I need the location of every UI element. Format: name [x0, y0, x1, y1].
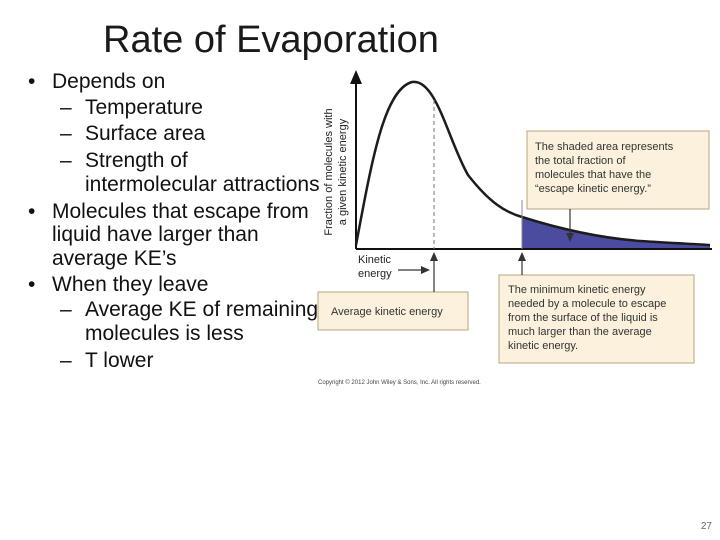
- callout-minimum-line-1: The minimum kinetic energy: [508, 284, 646, 296]
- callout-minimum-pointer-arrowhead: [518, 252, 526, 261]
- copyright-text: Copyright © 2012 John Wiley & Sons, Inc.…: [318, 379, 481, 386]
- sub-bullet-intermolecular: Strength of intermolecular attractions: [22, 149, 322, 196]
- callout-shaded-pointer-arrowhead: [566, 233, 574, 242]
- page-number: 27: [700, 521, 712, 532]
- callout-shaded-line-4: “escape kinetic energy.”: [535, 183, 651, 195]
- callout-minimum-line-4: much larger than the average: [508, 326, 652, 338]
- y-axis-arrow: [350, 70, 362, 84]
- callout-minimum-text: The minimum kinetic energy needed by a m…: [508, 284, 666, 352]
- bullet-when-they-leave: When they leave: [22, 273, 322, 297]
- x-axis-label-line1: Kinetic: [358, 254, 392, 266]
- callout-minimum-line-5: kinetic energy.: [508, 340, 578, 352]
- callout-minimum-box: [498, 274, 695, 364]
- y-axis-label-line2: a given kinetic energy: [337, 118, 349, 225]
- bullet-molecules-escape: Molecules that escape from liquid have l…: [22, 200, 322, 271]
- callout-shaded-line-1: The shaded area represents: [535, 141, 674, 153]
- bullet-list: Depends on Temperature Surface area Stre…: [22, 70, 322, 376]
- distribution-curve: [354, 80, 711, 247]
- callout-shaded-line-3: molecules that have the: [535, 169, 651, 181]
- callout-shaded-area-box: [526, 130, 710, 210]
- callout-shaded-area-text: The shaded area represents the total fra…: [535, 141, 674, 195]
- shaded-escape-region: [522, 217, 710, 249]
- callout-average-text: Average kinetic energy: [331, 306, 443, 318]
- x-axis-label-line2: energy: [358, 268, 392, 280]
- callout-shaded-line-2: the total fraction of: [535, 155, 626, 167]
- callout-average-pointer-arrowhead: [430, 252, 438, 261]
- bullet-depends-on: Depends on: [22, 70, 322, 94]
- callout-minimum-line-3: from the surface of the liquid is: [508, 312, 658, 324]
- x-axis-label-arrowhead: [421, 266, 430, 274]
- slide-title: Rate of Evaporation: [103, 19, 439, 61]
- callout-average-box: [317, 291, 469, 331]
- callout-minimum-line-2: needed by a molecule to escape: [508, 298, 666, 310]
- sub-bullet-average-ke: Average KE of remaining molecules is les…: [22, 298, 322, 345]
- sub-bullet-surface-area: Surface area: [22, 122, 322, 146]
- y-axis-label-line1: Fraction of molecules with: [323, 108, 335, 235]
- sub-bullet-t-lower: T lower: [22, 349, 322, 373]
- sub-bullet-temperature: Temperature: [22, 96, 322, 120]
